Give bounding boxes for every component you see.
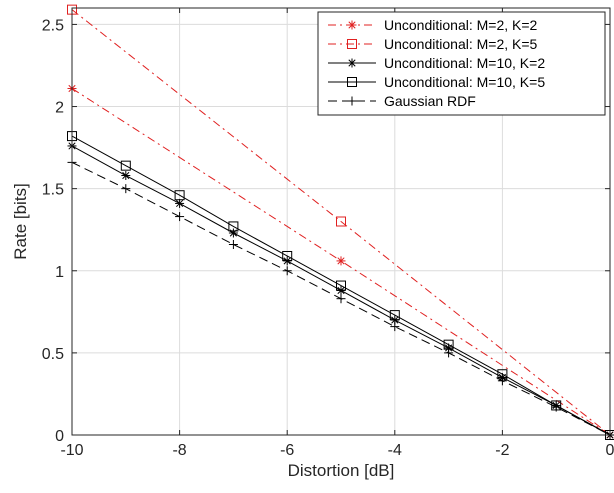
y-tick-label: 0.5 xyxy=(42,346,64,363)
data-point-5-9 xyxy=(497,376,507,386)
x-tick-label: 0 xyxy=(606,442,614,459)
legend-label: Gaussian RDF xyxy=(384,93,476,109)
y-tick-label: 1.5 xyxy=(42,182,64,199)
legend-swatch-marker xyxy=(347,39,357,49)
data-point-4-2 xyxy=(120,160,131,171)
data-point-4-7 xyxy=(389,310,400,321)
plot-frame xyxy=(71,7,611,436)
data-point-2-2 xyxy=(336,216,346,227)
x-tick-label: -6 xyxy=(280,442,294,459)
x-tick-label: -2 xyxy=(495,442,509,459)
series-line-4 xyxy=(71,135,611,436)
x-axis-label: Distortion [dB] xyxy=(288,461,395,480)
legend-entry-5: Gaussian RDF xyxy=(328,93,476,109)
data-point-5-3 xyxy=(175,212,185,222)
data-point-5-7 xyxy=(390,322,400,332)
data-point-5-10 xyxy=(551,402,561,412)
legend-label: Unconditional: M=2, K=2 xyxy=(384,17,538,33)
series-layer xyxy=(67,4,614,440)
y-tick-label: 0 xyxy=(55,428,64,445)
legend-swatch-marker xyxy=(347,77,357,87)
data-point-1-2 xyxy=(336,256,346,266)
legend-swatch-marker xyxy=(347,96,357,106)
legend: Unconditional: M=2, K=2 Unconditional: M=… xyxy=(317,11,606,116)
legend-label: Unconditional: M=10, K=5 xyxy=(384,74,545,90)
legend-label: Unconditional: M=2, K=5 xyxy=(384,36,538,52)
legend-entry-2: Unconditional: M=2, K=5 xyxy=(328,36,538,52)
data-point-5-2 xyxy=(121,184,131,194)
axis-ticks: -10 -8 -6 -4 -2 0 0 0.5 1 1.5 2 2.5 xyxy=(42,8,614,459)
series-line-2 xyxy=(71,9,611,436)
data-point-3-4 xyxy=(228,228,238,238)
x-tick-label: -8 xyxy=(172,442,186,459)
data-point-5-4 xyxy=(228,239,238,249)
y-tick-label: 2 xyxy=(55,100,64,117)
data-point-3-3 xyxy=(175,198,185,208)
y-tick-label: 1 xyxy=(55,264,64,281)
legend-label: Unconditional: M=10, K=2 xyxy=(384,55,545,71)
series-5 xyxy=(67,157,614,440)
x-tick-label: -4 xyxy=(388,442,402,459)
legend-entry-3: Unconditional: M=10, K=2 xyxy=(328,55,545,71)
data-point-4-5 xyxy=(282,250,293,261)
legend-swatch-marker xyxy=(347,20,357,30)
data-point-3-2 xyxy=(121,171,131,181)
data-point-5-6 xyxy=(336,294,346,304)
legend-entry-1: Unconditional: M=2, K=2 xyxy=(328,17,538,33)
data-point-5-8 xyxy=(444,348,454,358)
legend-entry-4: Unconditional: M=10, K=5 xyxy=(328,74,545,90)
data-point-4-6 xyxy=(336,280,346,291)
data-point-4-3 xyxy=(174,190,185,201)
data-point-5-5 xyxy=(282,266,292,276)
legend-swatch-marker xyxy=(347,58,357,68)
x-tick-label: -10 xyxy=(60,442,83,459)
y-tick-label: 2.5 xyxy=(42,17,64,34)
data-point-4-4 xyxy=(228,221,239,232)
y-axis-label: Rate [bits] xyxy=(11,183,30,260)
